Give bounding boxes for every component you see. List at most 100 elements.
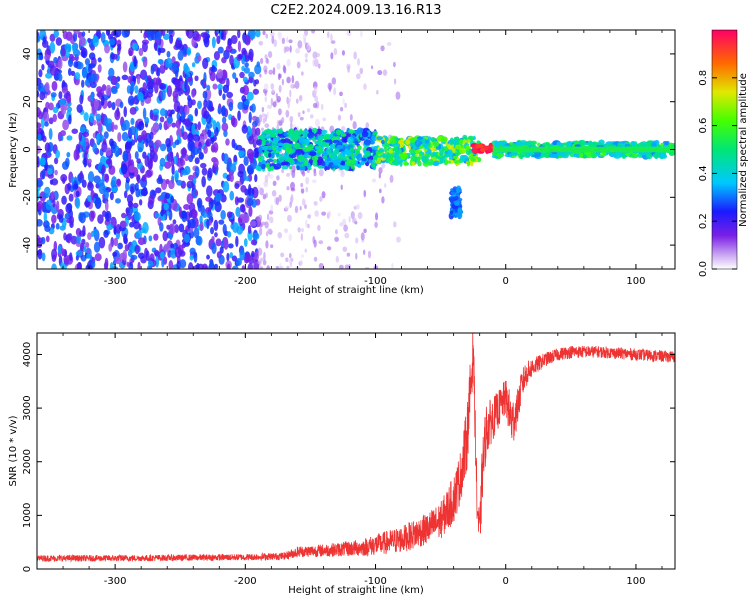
heatmap-cell — [97, 214, 104, 224]
heatmap-cell — [462, 134, 468, 141]
heatmap-cell — [331, 77, 337, 85]
heatmap-cell — [219, 246, 224, 254]
heatmap-cell — [289, 262, 293, 268]
heatmap-cell — [180, 210, 188, 219]
heatmap-cell — [159, 222, 164, 232]
heatmap-cell — [270, 97, 274, 106]
heatmap-cell — [117, 242, 123, 250]
heatmap-cell — [452, 186, 458, 193]
heatmap-cell — [301, 71, 304, 76]
heatmap-cell — [283, 46, 287, 54]
heatmap-cell — [161, 257, 165, 268]
heatmap-cell — [159, 64, 166, 74]
colorbar-label: Normalized spectral amplitude — [738, 73, 749, 227]
heatmap-cell — [370, 65, 374, 70]
heatmap-cell — [130, 81, 135, 93]
heatmap-cell — [261, 131, 265, 135]
heatmap-cell — [136, 158, 142, 164]
heatmap-cell — [70, 235, 78, 245]
heatmap-cell — [105, 118, 113, 126]
heatmap-cell — [238, 150, 245, 157]
heatmap-cell — [354, 130, 360, 136]
heatmap-cell — [51, 214, 57, 224]
heatmap-cell — [339, 91, 343, 97]
heatmap-cell — [243, 67, 250, 74]
heatmap-cell — [125, 177, 130, 184]
heatmap-cell — [307, 223, 310, 229]
colorbar-ticks: 0.0 0.2 0.4 0.6 0.8 — [698, 70, 737, 277]
heatmap-cell — [184, 104, 190, 115]
heatmap-cell — [264, 123, 270, 129]
heatmap-cell — [168, 179, 175, 190]
heatmap-cell — [269, 244, 274, 249]
heatmap-cell — [66, 135, 73, 141]
heatmap-cell — [320, 103, 324, 111]
heatmap-cell — [130, 117, 135, 125]
heatmap-cell — [103, 189, 109, 200]
heatmap-cell — [205, 113, 212, 124]
heatmap-cell — [132, 75, 137, 82]
heatmap-cell — [308, 128, 313, 134]
heatmap-cell — [203, 145, 208, 154]
heatmap-cell — [389, 174, 394, 183]
heatmap-cell — [313, 171, 317, 177]
heatmap-cell — [178, 206, 183, 218]
heatmap-cell — [236, 225, 244, 235]
heatmap-cell — [230, 115, 236, 127]
heatmap-cell — [37, 133, 42, 141]
heatmap-cell — [168, 223, 176, 235]
spectrogram-x-label: Height of straight line (km) — [288, 285, 424, 296]
heatmap-cell — [58, 214, 64, 223]
heatmap-cell — [115, 198, 121, 204]
heatmap-cell — [277, 142, 284, 147]
heatmap-cell — [621, 154, 627, 159]
heatmap-cell — [399, 159, 403, 167]
heatmap-cell — [455, 144, 462, 150]
heatmap-cell — [346, 137, 354, 144]
heatmap-cell — [493, 140, 499, 147]
heatmap-cell — [239, 250, 246, 261]
heatmap-cell — [205, 138, 212, 147]
heatmap-cell — [61, 161, 69, 170]
heatmap-cell — [259, 73, 262, 78]
figure-title: C2E2.2024.009.13.16.R13 — [270, 3, 441, 18]
heatmap-tone-line — [492, 146, 675, 153]
snr-y-tick-label: 0 — [22, 566, 33, 572]
heatmap-cell — [44, 142, 51, 153]
heatmap-cell — [318, 135, 325, 140]
heatmap-cell — [430, 136, 436, 143]
heatmap-cell — [271, 152, 275, 159]
heatmap-cell — [231, 138, 236, 149]
heatmap-cell — [578, 152, 584, 158]
heatmap-cell — [48, 128, 53, 140]
heatmap-cell — [271, 133, 276, 138]
heatmap-cell — [106, 223, 114, 231]
heatmap-cell — [114, 30, 122, 38]
heatmap-cell — [285, 146, 293, 154]
snr-series — [37, 333, 675, 563]
heatmap-cell — [375, 212, 379, 221]
heatmap-cell — [129, 171, 135, 179]
heatmap-cell — [519, 153, 524, 160]
heatmap-cell — [281, 37, 286, 44]
heatmap-cell — [253, 147, 260, 159]
heatmap-cell — [121, 30, 129, 38]
heatmap-cell — [43, 111, 50, 124]
heatmap-cell — [500, 141, 508, 145]
heatmap-cell — [266, 158, 274, 163]
heatmap-cell — [65, 50, 70, 58]
heatmap-cell — [143, 32, 147, 39]
spectrogram-y-tick-label: 20 — [22, 95, 33, 108]
heatmap-cell — [203, 36, 210, 48]
heatmap-cell — [454, 202, 460, 206]
heatmap-cell — [426, 148, 431, 155]
heatmap-cell — [116, 179, 122, 187]
heatmap-cell — [458, 138, 464, 145]
heatmap-cell — [283, 138, 291, 144]
heatmap-cell — [189, 247, 196, 255]
snr-x-tick-label: 100 — [626, 576, 645, 587]
heatmap-cell — [163, 203, 169, 211]
heatmap-cell — [188, 262, 194, 269]
heatmap-cell — [101, 164, 106, 174]
